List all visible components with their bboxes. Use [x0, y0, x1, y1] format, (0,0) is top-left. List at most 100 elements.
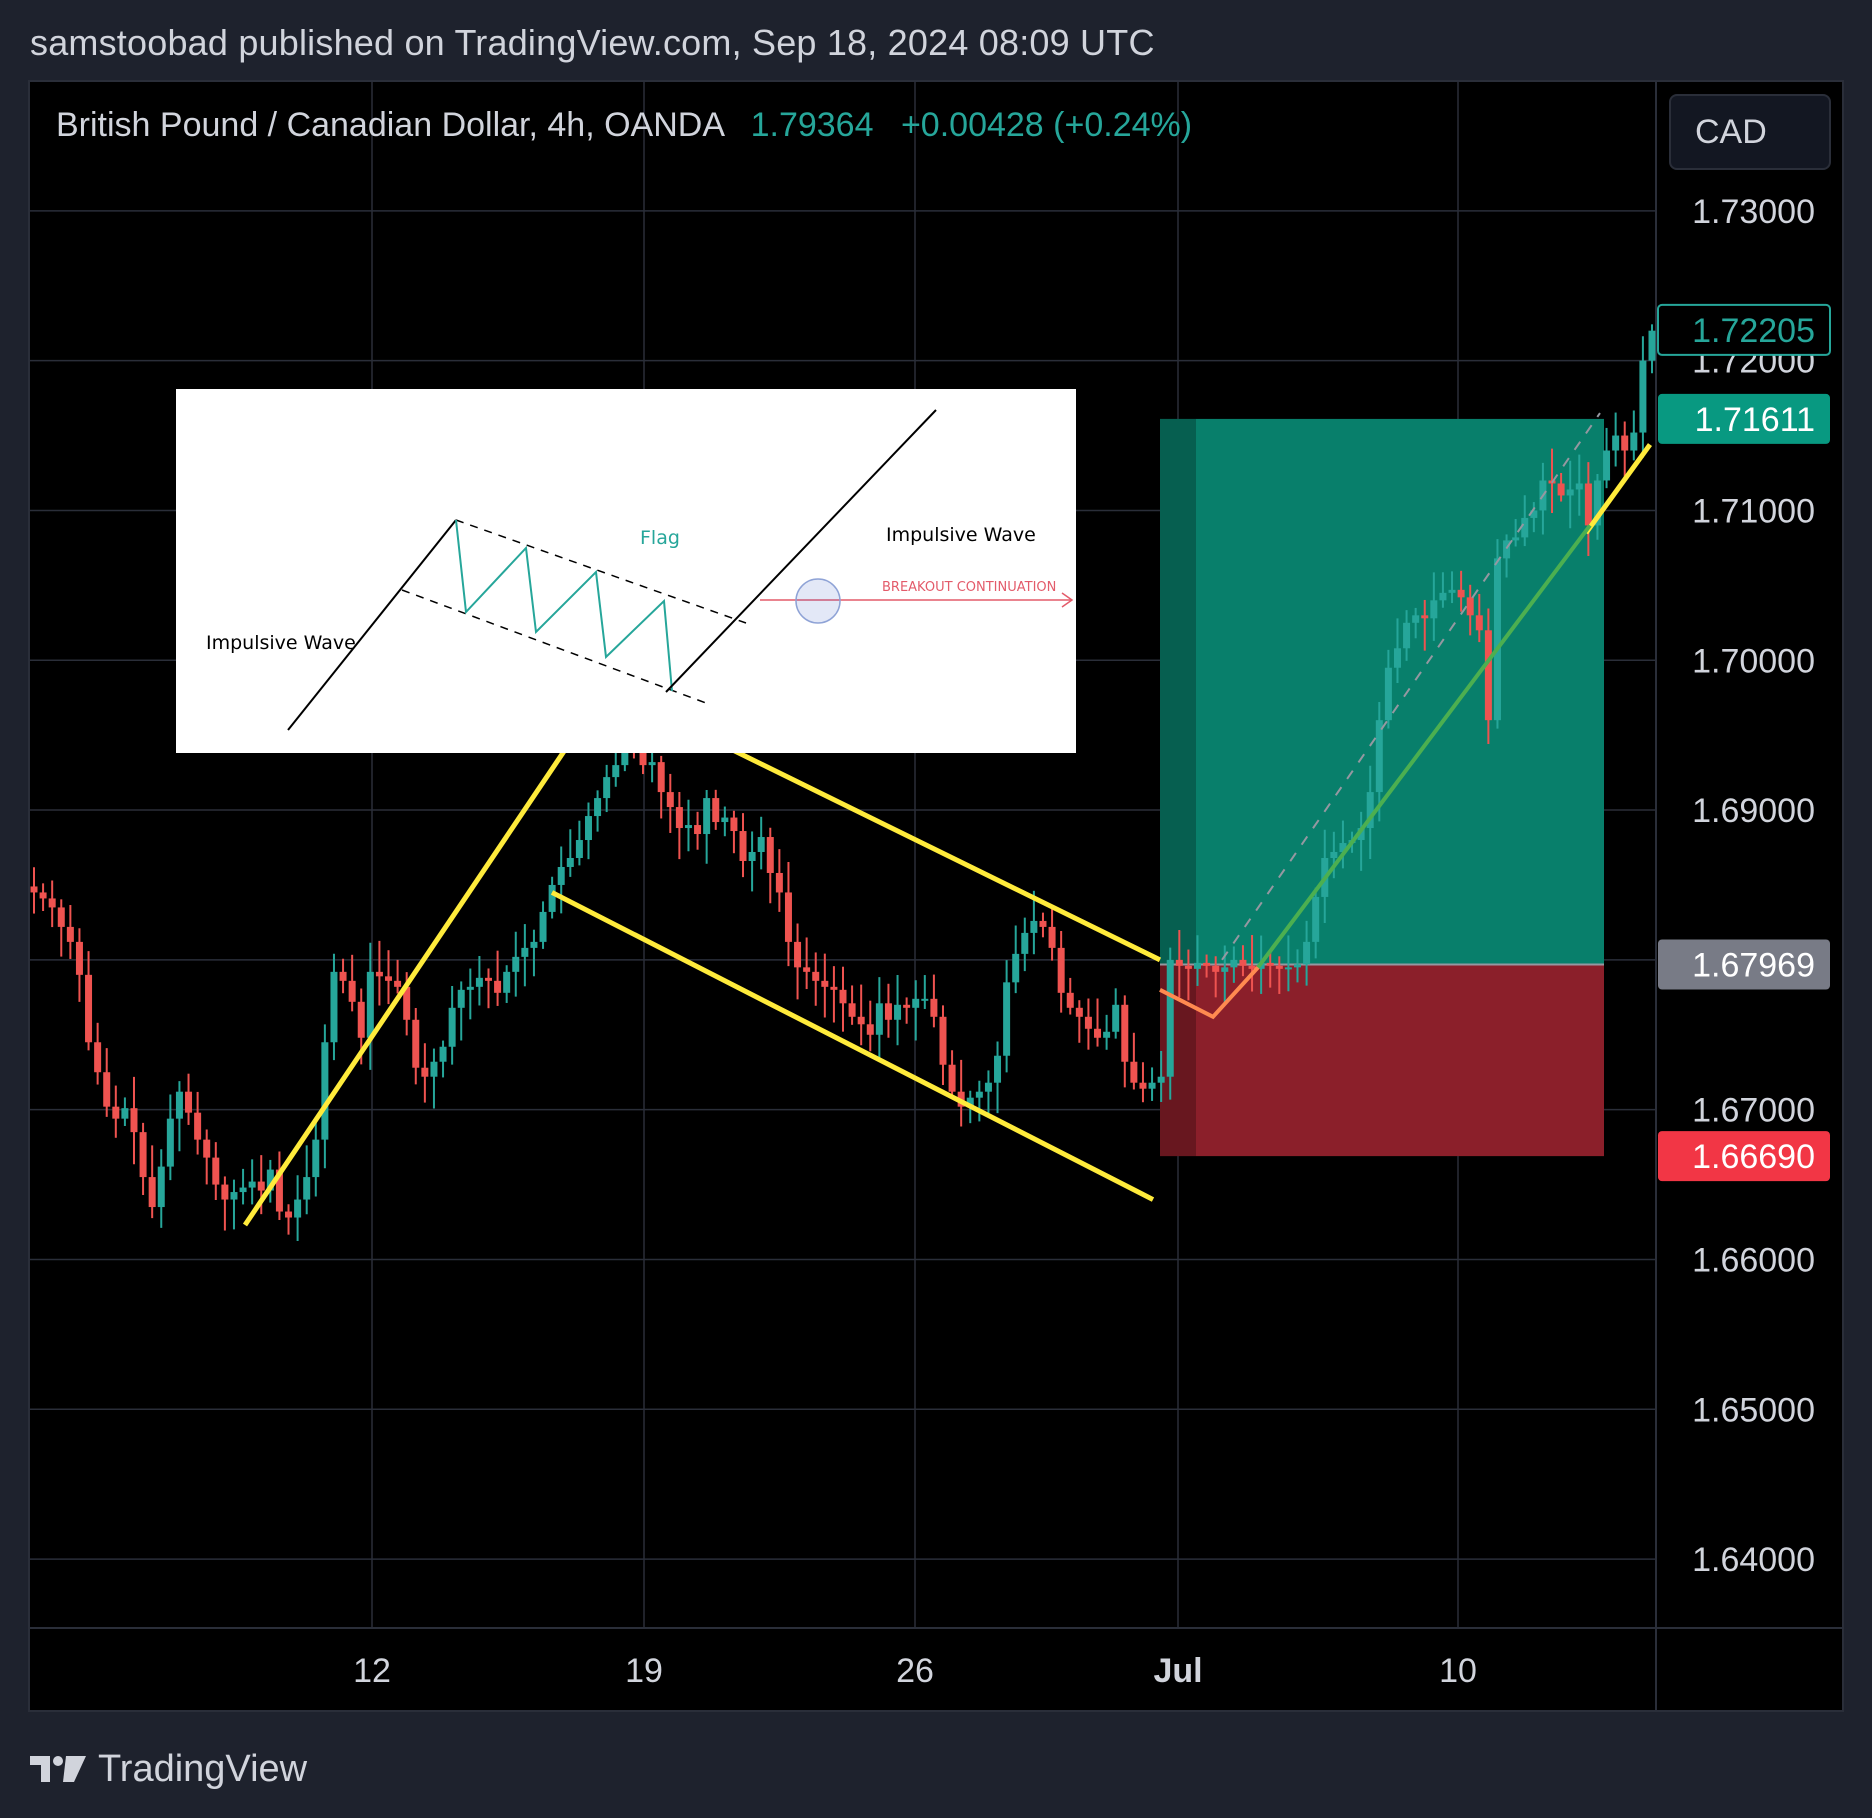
candle-up [566, 829, 574, 877]
candle-body [57, 907, 65, 927]
price-label-entry: 1.67969 [1658, 939, 1830, 990]
candle-up [1157, 1050, 1165, 1102]
candle-down [103, 1048, 111, 1117]
candle-body [1066, 992, 1074, 1008]
candle-body [230, 1192, 238, 1200]
candle-body [794, 941, 802, 968]
candle-up [175, 1081, 183, 1152]
candle-body [1366, 792, 1374, 829]
candle-down [1139, 1062, 1147, 1103]
candle-body [1048, 926, 1056, 948]
candle-body [1484, 630, 1492, 721]
candle-up [1493, 539, 1501, 729]
candle-body [866, 1024, 874, 1035]
candle-body [921, 998, 929, 1001]
candle-body [1521, 517, 1529, 538]
candle-body [285, 1211, 293, 1218]
candle-up [1630, 410, 1638, 461]
candle-body [1212, 965, 1220, 972]
trend-support-line [1256, 524, 1592, 969]
candle-body [457, 989, 465, 1008]
candle-body [1203, 962, 1211, 966]
candle-up [1366, 765, 1374, 859]
candle-body [1357, 828, 1365, 841]
candle-down [212, 1142, 220, 1201]
candle-up [575, 820, 583, 866]
candle-body [1293, 964, 1301, 968]
candle-down [775, 849, 783, 912]
candle-body [1148, 1082, 1156, 1089]
candle-body [148, 1177, 156, 1208]
candle-up [1412, 607, 1420, 639]
candle-body [948, 1064, 956, 1092]
candle-body [1166, 959, 1174, 1077]
candle-body [294, 1199, 302, 1218]
candle-body [321, 1042, 329, 1140]
footer: TradingView [28, 1744, 307, 1794]
candles [30, 324, 1656, 1241]
candle-up [266, 1159, 274, 1203]
candle-body [357, 1001, 365, 1038]
candle-down [1094, 998, 1102, 1047]
candle-up [1330, 831, 1338, 879]
candle-body [375, 971, 383, 977]
candle-body [248, 1181, 256, 1188]
candle-up [1566, 460, 1574, 529]
candle-up [1448, 571, 1456, 604]
candle-down [66, 905, 74, 959]
candle-body [666, 792, 674, 808]
position-zones [1160, 418, 1604, 1157]
candle-body [857, 1016, 865, 1025]
candle-down [666, 773, 674, 833]
breakout-arrow-head [1061, 592, 1074, 608]
price-axis: 1.730001.720001.710001.700001.690001.680… [1657, 193, 1831, 1579]
candle-down [1121, 995, 1129, 1088]
candle-down [57, 899, 65, 957]
candle-body [39, 892, 47, 899]
candle-up [230, 1179, 238, 1230]
candle-body [203, 1139, 211, 1158]
candle-up [1384, 649, 1392, 729]
currency-button[interactable]: CAD [1669, 94, 1831, 170]
candle-body [875, 1003, 883, 1035]
candle-body [821, 980, 829, 987]
candle-down [1475, 593, 1483, 643]
candle-down [784, 862, 792, 967]
candle-body [1375, 720, 1383, 793]
candle-down [657, 755, 665, 819]
candle-body [1503, 540, 1511, 559]
candle-body [539, 911, 547, 942]
candle-down [1248, 935, 1256, 992]
candle-body [903, 1004, 911, 1008]
candle-up [121, 1097, 129, 1127]
candle-up [239, 1168, 247, 1205]
candle-body [1139, 1082, 1147, 1089]
candle-down [1084, 998, 1092, 1050]
candle-body [103, 1072, 111, 1107]
candle-down [1275, 956, 1283, 994]
candle-up [1503, 534, 1511, 578]
candle-up [984, 1070, 992, 1118]
candle-body [1512, 537, 1520, 541]
candle-up [1103, 1014, 1111, 1050]
candle-body [675, 807, 683, 829]
candle-body [966, 1097, 974, 1107]
candle-body [1621, 435, 1629, 451]
price-label-box [1657, 303, 1831, 356]
candle-body [1157, 1076, 1165, 1083]
candle-body [766, 837, 774, 873]
time-axis: 12 19 26 Jul 10 [353, 1652, 1477, 1690]
candle-down [939, 1005, 947, 1085]
candle-down [766, 827, 774, 904]
candle-body [1084, 1016, 1092, 1029]
candle-up [294, 1175, 302, 1241]
candle-up [530, 929, 538, 977]
candle-body [412, 1019, 420, 1068]
time-tick-label: 10 [1439, 1652, 1477, 1690]
candle-down [848, 985, 856, 1025]
candle-body [1103, 1031, 1111, 1038]
candle-up [875, 977, 883, 1062]
candle-body [548, 884, 556, 912]
candle-down [948, 1050, 956, 1099]
